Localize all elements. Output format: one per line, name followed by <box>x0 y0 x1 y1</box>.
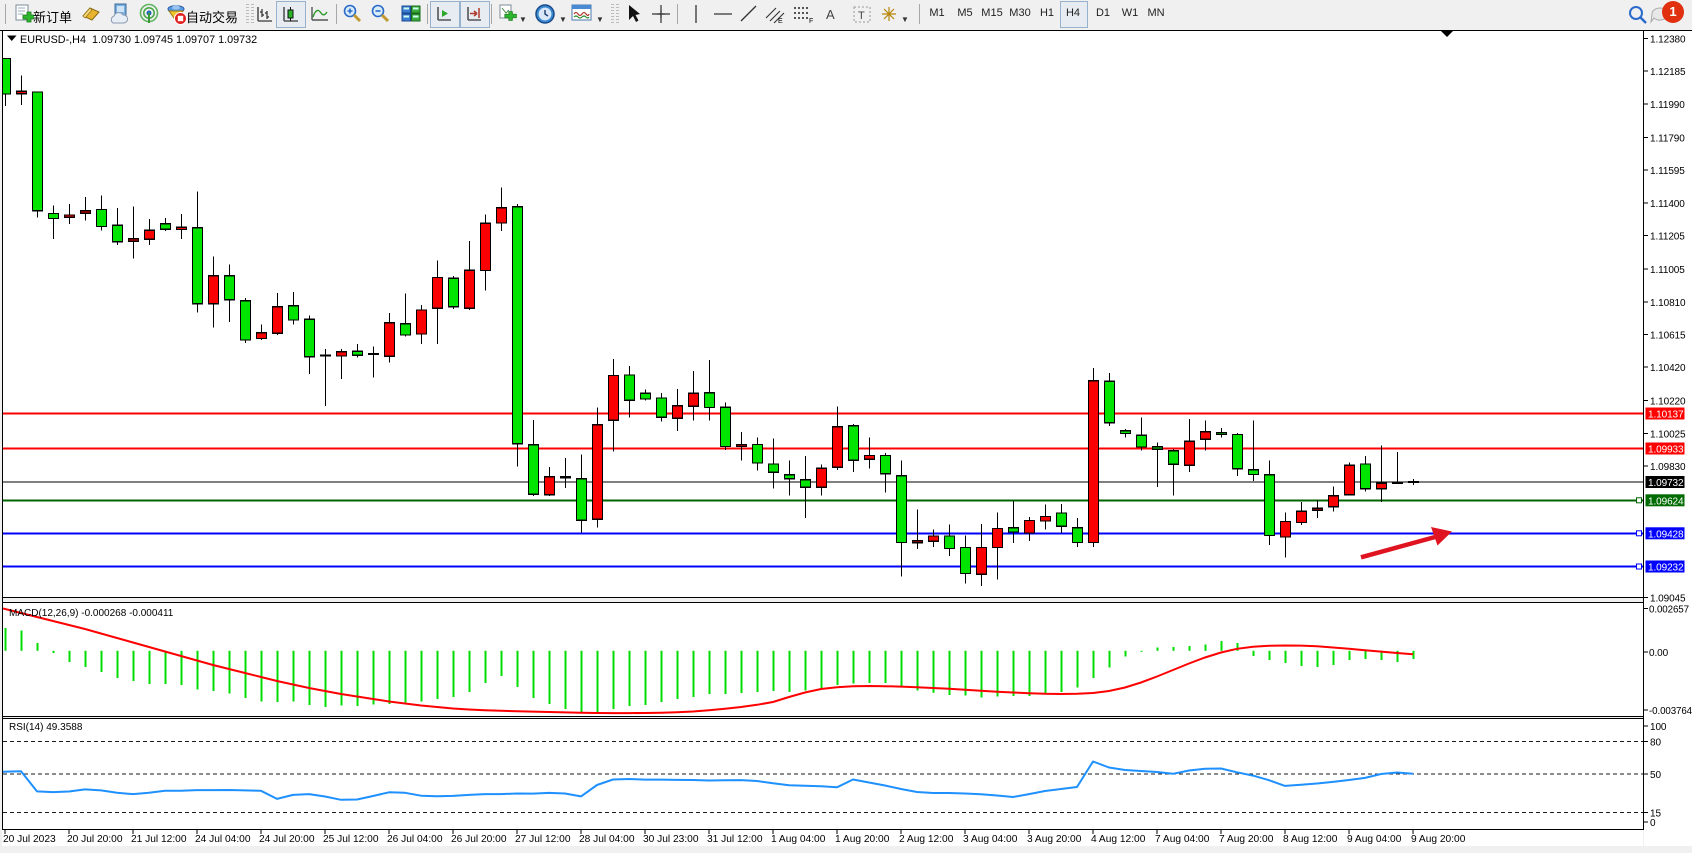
svg-text:1 Aug 20:00: 1 Aug 20:00 <box>835 834 890 845</box>
svg-text:3 Aug 20:00: 3 Aug 20:00 <box>1027 834 1082 845</box>
svg-text:1.12185: 1.12185 <box>1650 67 1686 78</box>
svg-text:1.09045: 1.09045 <box>1650 593 1686 604</box>
svg-text:80: 80 <box>1650 737 1661 748</box>
svg-text:26 Jul 04:00: 26 Jul 04:00 <box>387 834 443 845</box>
svg-text:50: 50 <box>1650 770 1661 781</box>
svg-text:31 Jul 12:00: 31 Jul 12:00 <box>707 834 763 845</box>
svg-text:4 Aug 12:00: 4 Aug 12:00 <box>1091 834 1146 845</box>
svg-text:1.09428: 1.09428 <box>1648 529 1684 540</box>
svg-text:28 Jul 04:00: 28 Jul 04:00 <box>579 834 635 845</box>
svg-text:EURUSD-,H4 1.09730 1.09745 1.: EURUSD-,H4 1.09730 1.09745 1.09707 1.097… <box>20 34 257 46</box>
svg-text:1.11400: 1.11400 <box>1650 199 1685 210</box>
svg-text:9 Aug 04:00: 9 Aug 04:00 <box>1347 834 1402 845</box>
svg-text:1.12380: 1.12380 <box>1650 35 1686 46</box>
svg-text:1.10615: 1.10615 <box>1650 331 1686 342</box>
svg-text:1.10137: 1.10137 <box>1648 410 1684 421</box>
svg-text:20 Jul 2023: 20 Jul 2023 <box>3 834 56 845</box>
svg-text:1.10220: 1.10220 <box>1650 397 1686 408</box>
svg-text:1.09624: 1.09624 <box>1648 496 1684 507</box>
svg-text:1.11990: 1.11990 <box>1650 100 1685 111</box>
svg-text:RSI(14) 49.3588: RSI(14) 49.3588 <box>9 722 83 733</box>
svg-text:1.11595: 1.11595 <box>1650 166 1685 177</box>
svg-text:7 Aug 20:00: 7 Aug 20:00 <box>1219 834 1274 845</box>
svg-text:F: F <box>809 18 813 24</box>
svg-text:1.09732: 1.09732 <box>1648 478 1684 489</box>
svg-text:E: E <box>778 18 783 24</box>
svg-text:24 Jul 20:00: 24 Jul 20:00 <box>259 834 315 845</box>
svg-text:1.11790: 1.11790 <box>1650 133 1685 144</box>
svg-text:15: 15 <box>1650 808 1661 819</box>
svg-text:1.10810: 1.10810 <box>1650 298 1686 309</box>
svg-text:21 Jul 12:00: 21 Jul 12:00 <box>131 834 187 845</box>
svg-text:30 Jul 23:00: 30 Jul 23:00 <box>643 834 699 845</box>
svg-text:25 Jul 12:00: 25 Jul 12:00 <box>323 834 379 845</box>
svg-text:3 Aug 04:00: 3 Aug 04:00 <box>963 834 1018 845</box>
svg-text:1.09232: 1.09232 <box>1648 563 1684 574</box>
svg-text:1.09830: 1.09830 <box>1650 462 1686 473</box>
svg-text:2 Aug 12:00: 2 Aug 12:00 <box>899 834 954 845</box>
svg-text:-0.003764: -0.003764 <box>1649 706 1692 717</box>
svg-text:9 Aug 20:00: 9 Aug 20:00 <box>1411 834 1466 845</box>
svg-text:1.11205: 1.11205 <box>1650 232 1685 243</box>
svg-text:1.09933: 1.09933 <box>1648 445 1684 456</box>
svg-text:MACD(12,26,9) -0.000268 -0.000: MACD(12,26,9) -0.000268 -0.000411 <box>9 608 174 619</box>
svg-text:24 Jul 04:00: 24 Jul 04:00 <box>195 834 251 845</box>
svg-text:1.11005: 1.11005 <box>1650 265 1685 276</box>
svg-text:0.00: 0.00 <box>1649 648 1669 659</box>
svg-text:26 Jul 20:00: 26 Jul 20:00 <box>451 834 507 845</box>
svg-text:1.10420: 1.10420 <box>1650 363 1686 374</box>
svg-text:8 Aug 12:00: 8 Aug 12:00 <box>1283 834 1338 845</box>
svg-text:0.002657: 0.002657 <box>1649 605 1690 616</box>
svg-text:27 Jul 12:00: 27 Jul 12:00 <box>515 834 571 845</box>
svg-text:1 Aug 04:00: 1 Aug 04:00 <box>771 834 826 845</box>
svg-text:20 Jul 20:00: 20 Jul 20:00 <box>67 834 123 845</box>
svg-text:7 Aug 04:00: 7 Aug 04:00 <box>1155 834 1210 845</box>
svg-text:T: T <box>858 10 865 22</box>
svg-text:0: 0 <box>1650 818 1656 829</box>
svg-text:1.10025: 1.10025 <box>1650 429 1686 440</box>
svg-text:100: 100 <box>1650 722 1667 733</box>
